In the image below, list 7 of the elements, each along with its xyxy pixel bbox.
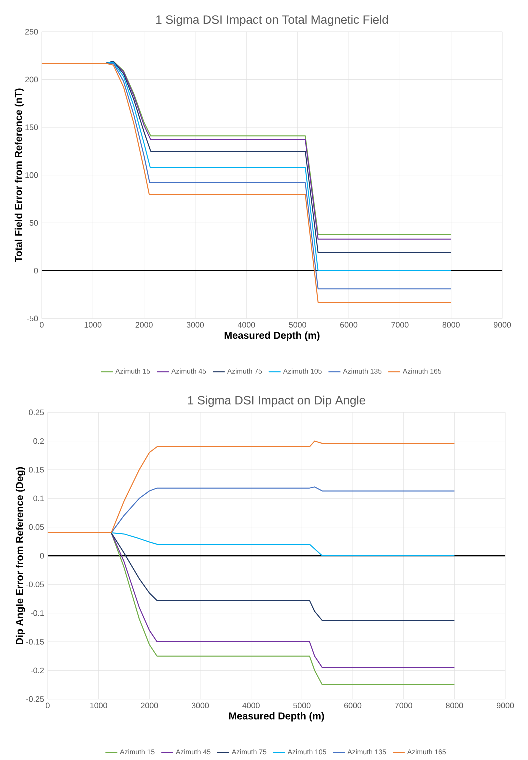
chart-title: 1 Sigma DSI Impact on Dip Angle	[188, 396, 366, 408]
y-axis-title: Dip Angle Error from Reference (Deg)	[16, 467, 26, 644]
x-axis-title: Measured Depth (m)	[230, 712, 324, 722]
y-axis-title: Total Field Error from Reference (nT)	[15, 88, 24, 262]
chart-title: 1 Sigma DSI Impact on Total Magnetic Field	[156, 15, 388, 26]
line-series	[48, 440, 456, 534]
x-axis-title: Measured Depth (m)	[225, 332, 320, 342]
